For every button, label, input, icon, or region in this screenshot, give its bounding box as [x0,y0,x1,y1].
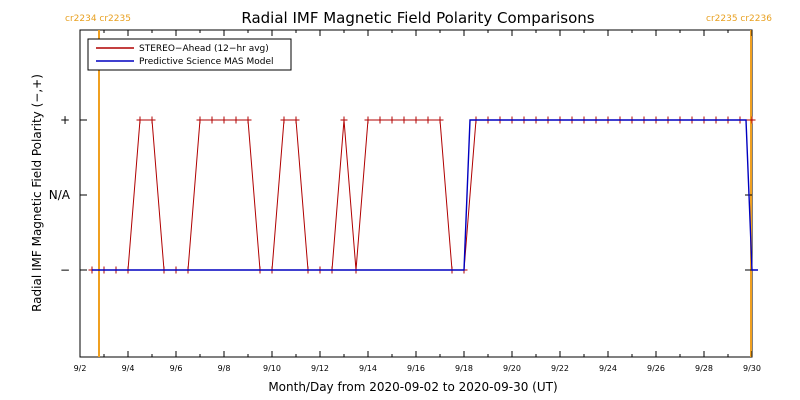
series-layer [88,116,758,274]
data-point [136,116,144,124]
data-point [292,116,300,124]
x-axis: 9/2 9/4 9/6 9/8 9/10 9/12 9/14 9/16 9/18 9/20 9/22… [74,30,761,373]
x-tick-label: 9/2 [74,364,87,373]
data-point [436,116,444,124]
y-tick-label: − [60,263,70,277]
x-tick-label: 9/4 [122,364,135,373]
legend-box [87,38,292,71]
x-tick-label: 9/10 [263,364,281,373]
series-line-stereo [92,119,752,271]
x-tick-label: 9/26 [647,364,665,373]
data-point [208,116,216,124]
x-tick-label: 9/16 [407,364,425,373]
y-tick-label: + [60,113,70,127]
series-line-mas [92,119,758,271]
x-axis-label: Month/Day from 2020-09-02 to 2020-09-30 … [268,380,557,394]
y-tick-label: N/A [49,188,71,202]
data-point [424,116,432,124]
data-point [364,116,372,124]
carrington-label: cr2235 cr2236 [706,14,772,24]
legend-label-mas: Predictive Science MAS Model [139,57,274,67]
x-tick-label: 9/14 [359,364,377,373]
x-tick-label: 9/6 [170,364,183,373]
data-point [196,116,204,124]
carrington-label: cr2234 cr2235 [65,14,131,24]
data-point [376,116,384,124]
data-point [388,116,396,124]
x-tick-label: 9/18 [455,364,473,373]
data-point [400,116,408,124]
data-point [748,116,756,124]
x-tick-label: 9/28 [695,364,713,373]
x-tick-label: 9/20 [503,364,521,373]
x-tick-label: 9/24 [599,364,617,373]
plot-area [79,29,753,358]
y-axis: − N/A + [49,113,752,277]
data-point [232,116,240,124]
carrington-markers: cr2234 cr2235 cr2235 cr2236 [65,14,772,357]
legend-label-stereo: STEREO−Ahead (12−hr avg) [139,44,269,54]
x-tick-label: 9/22 [551,364,569,373]
data-point [244,116,252,124]
data-point [340,116,348,124]
data-point [412,116,420,124]
x-tick-label: 9/30 [743,364,761,373]
data-point [148,116,156,124]
chart-title: Radial IMF Magnetic Field Polarity Compa… [241,9,594,27]
data-point [280,116,288,124]
data-point [220,116,228,124]
y-axis-label: Radial IMF Magnetic Field Polarity (−,+) [30,74,44,312]
x-tick-label: 9/12 [311,364,329,373]
legend: STEREO−Ahead (12−hr avg) Predictive Scie… [87,38,292,71]
x-tick-label: 9/8 [218,364,231,373]
